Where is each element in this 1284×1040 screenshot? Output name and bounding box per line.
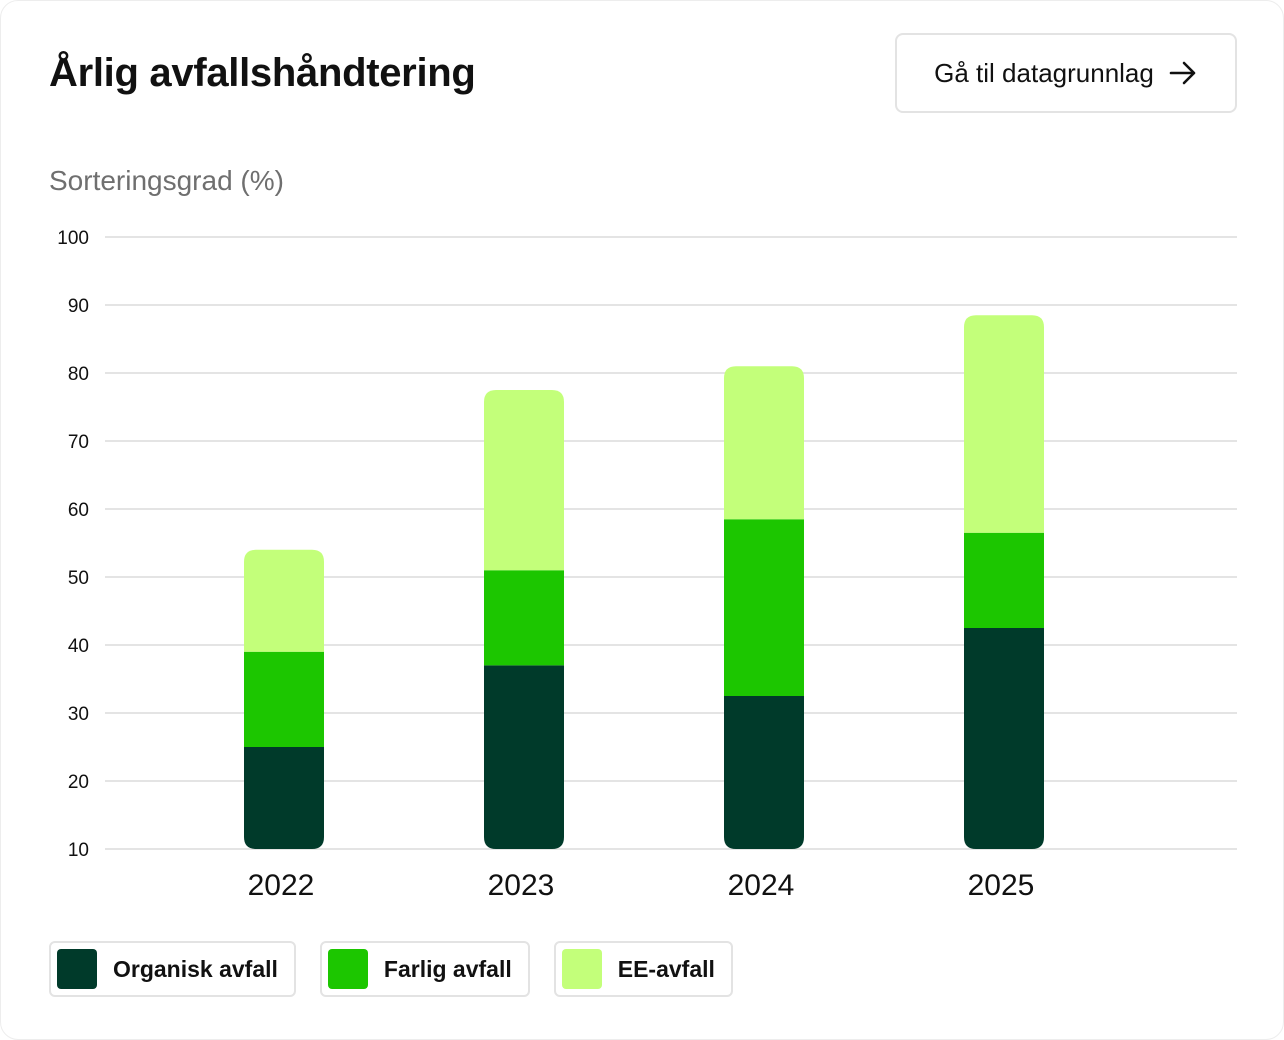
bar-segment-2024-ee-avfall	[724, 366, 804, 520]
bar-segment-2023-farlig-avfall	[484, 570, 564, 666]
chart-title: Årlig avfallshåndtering	[49, 51, 476, 95]
legend-swatch	[57, 949, 97, 989]
y-tick-label: 80	[68, 364, 89, 385]
legend-label: Organisk avfall	[113, 955, 278, 982]
arrow-right-icon	[1168, 58, 1198, 88]
legend-swatch	[327, 949, 368, 989]
y-tick-label: 70	[68, 432, 89, 453]
y-tick-label: 40	[68, 636, 89, 657]
legend-swatch	[561, 949, 602, 989]
y-tick-label: 30	[68, 704, 89, 725]
bar-segment-2025-ee-avfall	[964, 315, 1044, 533]
legend-label: Farlig avfall	[383, 955, 512, 982]
stacked-bar-chart: Sorteringsgrad (%) 10 20 30 40 50 60 70 80 90 100 2…	[49, 165, 1237, 902]
y-tick-label: 50	[68, 568, 89, 589]
chart-legend: Organisk avfall Farlig avfall EE-avfall	[49, 941, 733, 997]
data-source-link-label: Gå til datagrunnlag	[934, 57, 1154, 88]
bar-segment-2025-farlig-avfall	[964, 532, 1044, 628]
legend-item: Organisk avfall	[49, 941, 296, 997]
data-source-link-button[interactable]: Gå til datagrunnlag	[895, 33, 1237, 113]
legend-label: EE-avfall	[617, 955, 715, 982]
legend-item: Farlig avfall	[319, 941, 530, 997]
bar-segment-2024-farlig-avfall	[724, 519, 804, 696]
y-tick-label: 10	[68, 840, 89, 861]
bar-segment-2023-organisk-avfall	[484, 665, 564, 849]
bar-segment-2023-ee-avfall	[484, 390, 564, 571]
y-tick-label: 20	[68, 772, 89, 793]
y-tick-label: 90	[68, 296, 89, 317]
y-tick-label: 100	[57, 228, 89, 249]
bar-segment-2022-farlig-avfall	[244, 651, 324, 747]
bar-segment-2025-organisk-avfall	[964, 628, 1044, 849]
y-tick-label: 60	[68, 500, 89, 521]
x-tick-label: 2024	[728, 869, 795, 902]
bar-segment-2024-organisk-avfall	[724, 696, 804, 849]
y-axis-label: Sorteringsgrad (%)	[49, 165, 284, 196]
bar-segment-2022-ee-avfall	[244, 549, 324, 652]
legend-item: EE-avfall	[553, 941, 733, 997]
x-tick-label: 2022	[248, 869, 315, 902]
x-tick-label: 2025	[968, 869, 1035, 902]
x-tick-label: 2023	[488, 869, 555, 902]
bar-segment-2022-organisk-avfall	[244, 747, 324, 849]
